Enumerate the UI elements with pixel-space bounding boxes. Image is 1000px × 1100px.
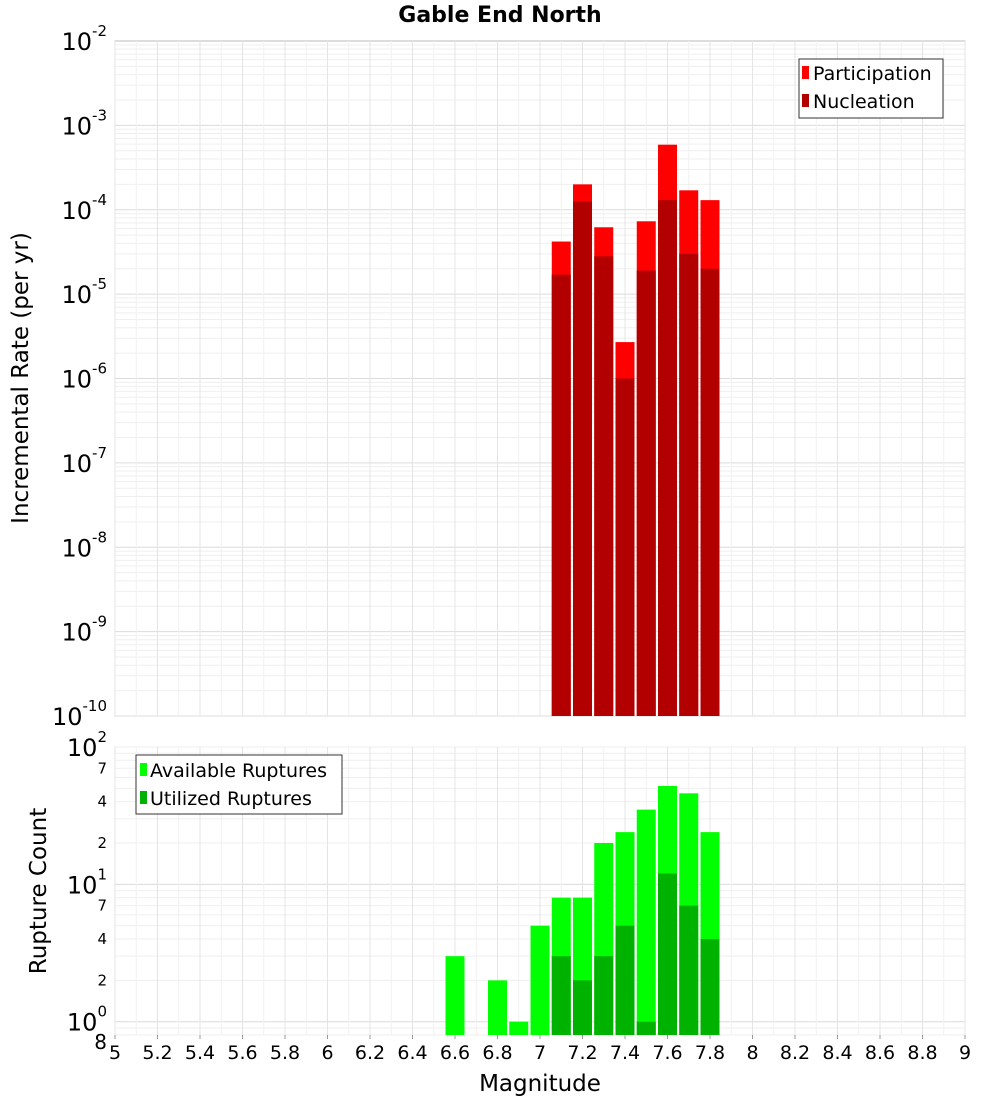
- nucleation-bar: [700, 268, 720, 716]
- available-ruptures-bar: [636, 809, 656, 1035]
- utilized-legend-label: Utilized Ruptures: [150, 788, 312, 810]
- count-y-ticks: 100 101 102 8 2 4 7 2 4 7: [67, 728, 107, 1054]
- x-tick-label: 5.8: [270, 1042, 300, 1064]
- count-y-tick-label: 101: [67, 865, 107, 899]
- utilized-ruptures-bar: [573, 980, 592, 1035]
- rate-y-tick-label: 10-10: [52, 697, 107, 731]
- count-y-minor-tick-label: 2: [97, 834, 107, 852]
- rate-y-tick-label: 10-7: [61, 444, 107, 478]
- x-tick-label: 7.2: [567, 1042, 597, 1064]
- magnitude-x-ticks: 5 5.2 5.4 5.6 5.8 6 6.2 6.4 6.6 6.8 7 7.2 7.4 7.6 7.8 8…: [109, 1035, 971, 1064]
- nucleation-bar: [636, 270, 656, 716]
- rate-y-tick-label: 10-3: [61, 106, 107, 140]
- nucleation-bar: [594, 256, 614, 716]
- available-ruptures-bar: [530, 925, 550, 1035]
- x-tick-label: 8.8: [907, 1042, 937, 1064]
- count-y-tick-label: 100: [67, 1003, 107, 1037]
- nucleation-bar: [679, 253, 699, 716]
- utilized-ruptures-bar: [615, 925, 635, 1035]
- utilized-ruptures-bar: [636, 1021, 656, 1035]
- rate-y-tick-label: 10-9: [61, 613, 107, 647]
- count-y-minor-tick-label: 2: [97, 971, 107, 989]
- x-tick-label: 6.6: [440, 1042, 470, 1064]
- rate-y-tick-label: 10-5: [61, 275, 107, 309]
- utilized-ruptures-bar: [679, 905, 699, 1035]
- x-tick-label: 6.2: [355, 1042, 385, 1064]
- utilized-ruptures-bar: [658, 873, 677, 1035]
- nucleation-bar: [658, 200, 677, 716]
- count-legend: Available Ruptures Utilized Ruptures: [135, 754, 343, 815]
- x-tick-label: 7.6: [652, 1042, 682, 1064]
- rate-y-tick-label: 10-8: [61, 528, 107, 562]
- available-legend-swatch: [140, 763, 147, 776]
- x-tick-label: 8: [746, 1042, 758, 1064]
- x-tick-label: 6.8: [482, 1042, 512, 1064]
- utilized-ruptures-bar: [700, 939, 720, 1035]
- chart-title: Gable End North: [398, 3, 601, 28]
- nucleation-bar: [615, 378, 635, 716]
- count-bars: [445, 786, 720, 1035]
- nucleation-legend-swatch: [802, 94, 809, 107]
- rate-y-axis-label: Incremental Rate (per yr): [8, 232, 34, 524]
- nucleation-bar: [551, 274, 571, 716]
- x-tick-label: 5: [109, 1042, 121, 1064]
- count-legend-box: [135, 754, 343, 815]
- rate-y-ticks: 10-10 10-9 10-8 10-7 10-6 10-5 10-4 10-3 10-2: [52, 22, 107, 731]
- rate-gridlines: [114, 41, 966, 717]
- x-tick-label: 5.6: [227, 1042, 257, 1064]
- x-tick-label: 5.2: [142, 1042, 172, 1064]
- x-tick-label: 9: [959, 1042, 971, 1064]
- rate-y-tick-label: 10-4: [61, 191, 107, 225]
- utilized-ruptures-bar: [551, 956, 571, 1035]
- count-y-axis-label: Rupture Count: [26, 808, 52, 974]
- rate-panel: 10-10 10-9 10-8 10-7 10-6 10-5 10-4 10-3 10-2 In…: [8, 22, 966, 731]
- x-tick-label: 8.2: [780, 1042, 810, 1064]
- count-y-minor-tick-label: 7: [97, 897, 107, 915]
- x-tick-label: 7: [534, 1042, 546, 1064]
- x-tick-label: 7.8: [695, 1042, 725, 1064]
- count-y-minor-tick-label: 7: [97, 759, 107, 777]
- rate-legend: Participation Nucleation: [798, 58, 944, 119]
- available-ruptures-bar: [445, 956, 465, 1035]
- available-ruptures-bar: [488, 980, 507, 1035]
- available-legend-label: Available Ruptures: [150, 760, 327, 782]
- count-y-minor-tick-label: 4: [97, 930, 107, 948]
- rate-y-tick-label: 10-6: [61, 360, 107, 394]
- count-y-tick-label: 102: [67, 728, 107, 762]
- participation-legend-swatch: [802, 66, 809, 79]
- utilized-ruptures-bar: [594, 956, 614, 1035]
- available-ruptures-bar: [509, 1021, 529, 1035]
- utilized-legend-swatch: [140, 791, 147, 804]
- count-y-minor-tick-label: 4: [97, 793, 107, 811]
- count-y-minor-tick-label: 8: [94, 1030, 107, 1054]
- participation-legend-label: Participation: [813, 63, 932, 85]
- x-tick-label: 8.4: [822, 1042, 852, 1064]
- x-tick-label: 6.4: [397, 1042, 427, 1064]
- x-tick-label: 8.6: [865, 1042, 895, 1064]
- x-axis-label: Magnitude: [479, 1071, 601, 1097]
- x-tick-label: 7.4: [610, 1042, 640, 1064]
- count-panel: 100 101 102 8 2 4 7 2 4 7 5 5.2 5.4 5.6 5.8 6 6.2 6.4 6.6…: [26, 728, 971, 1097]
- x-tick-label: 5.4: [185, 1042, 215, 1064]
- nucleation-bar: [573, 201, 592, 716]
- rate-legend-box: [798, 58, 944, 119]
- x-tick-label: 6: [321, 1042, 333, 1064]
- rate-bars: [551, 144, 720, 717]
- nucleation-legend-label: Nucleation: [813, 91, 915, 113]
- rate-y-tick-label: 10-2: [61, 22, 107, 56]
